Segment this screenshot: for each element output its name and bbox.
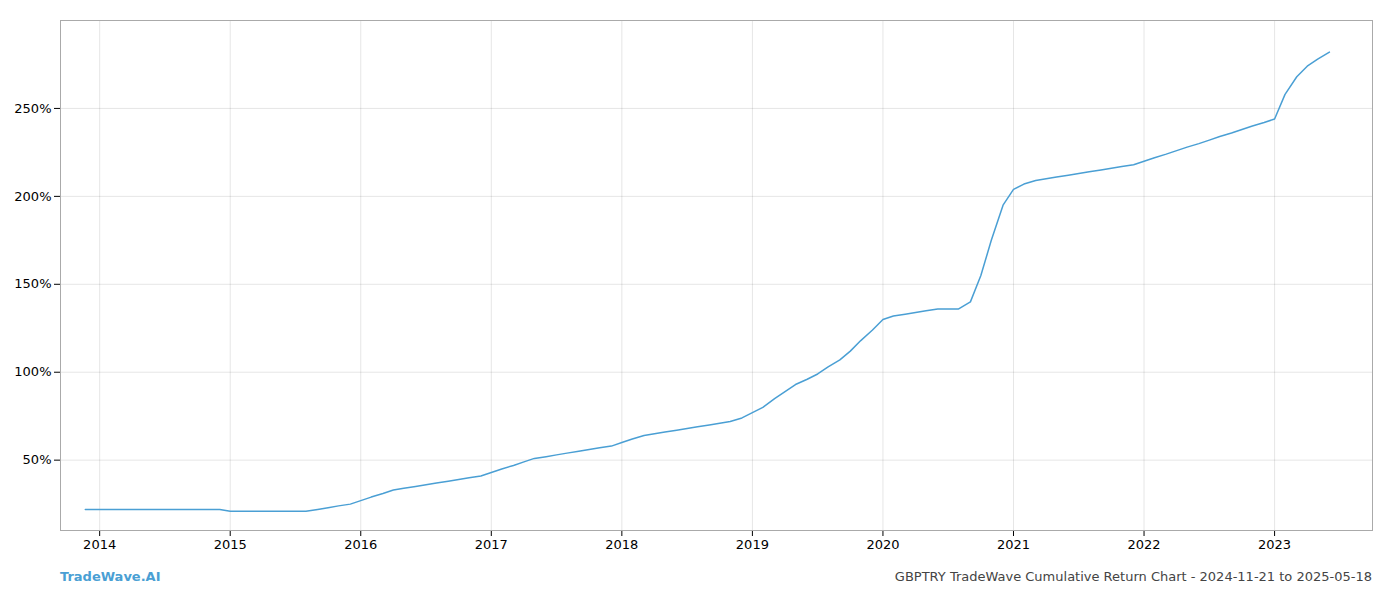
svg-text:2018: 2018 <box>605 537 638 552</box>
svg-text:2015: 2015 <box>214 537 247 552</box>
svg-text:2014: 2014 <box>83 537 116 552</box>
svg-text:2023: 2023 <box>1258 537 1291 552</box>
svg-text:2022: 2022 <box>1127 537 1160 552</box>
html-text:GBPTRY TradeWave Cumulative Re: GBPTRY TradeWave Cumulative Return Chart… <box>894 569 1372 584</box>
svg-text:100%: 100% <box>14 364 51 379</box>
svg-text:2017: 2017 <box>475 537 508 552</box>
svg-text:2020: 2020 <box>866 537 899 552</box>
svg-text:2016: 2016 <box>344 537 377 552</box>
svg-text:2021: 2021 <box>997 537 1030 552</box>
svg-text:150%: 150% <box>14 276 51 291</box>
svg-text:200%: 200% <box>14 189 51 204</box>
svg-text:2019: 2019 <box>736 537 769 552</box>
html-text:TradeWave.AI: TradeWave.AI <box>60 569 161 584</box>
svg-text:50%: 50% <box>23 452 52 467</box>
svg-text:250%: 250% <box>14 101 51 116</box>
